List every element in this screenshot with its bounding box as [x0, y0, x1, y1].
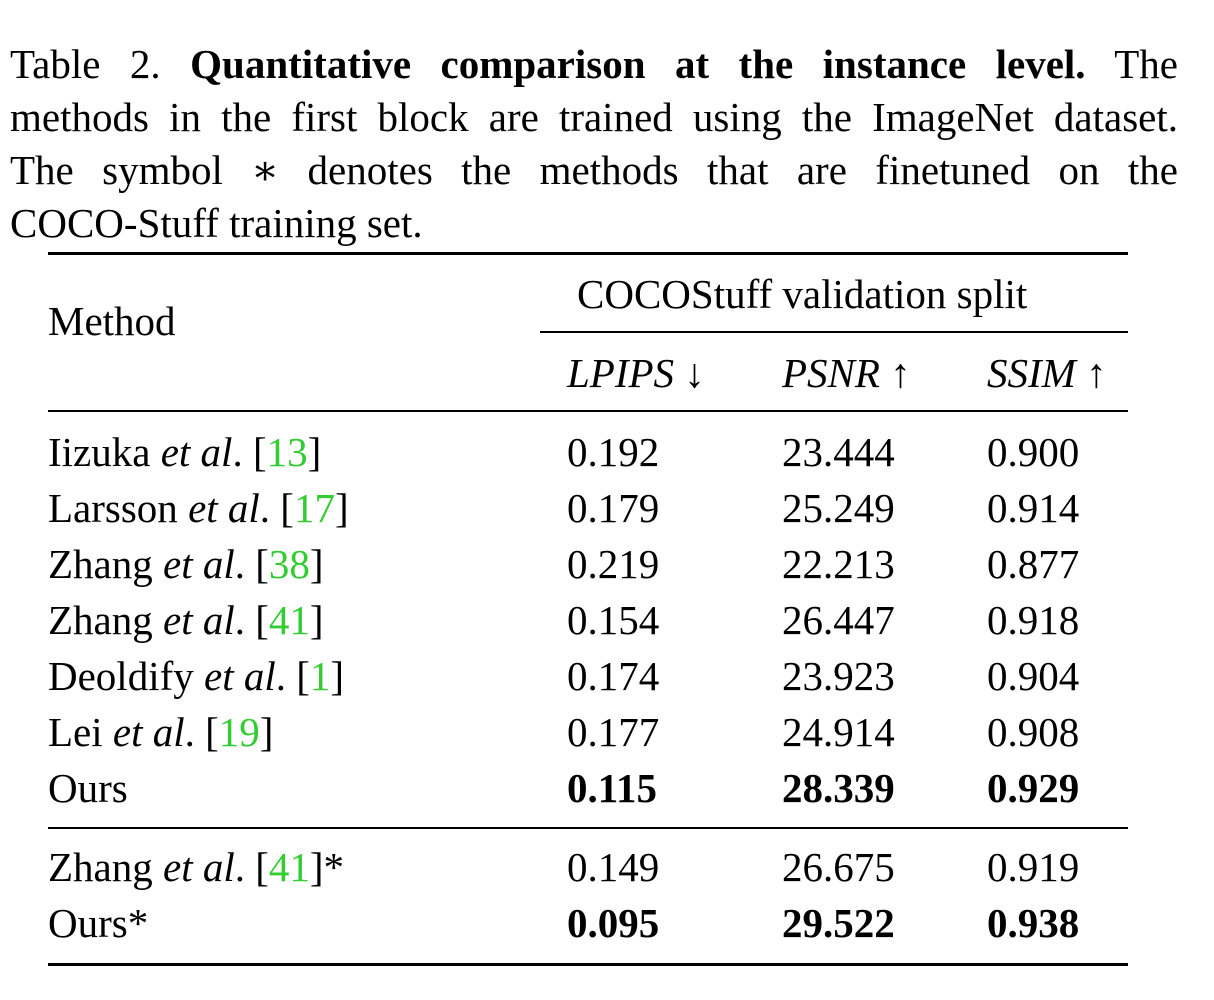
- ssim-value: 0.918: [987, 597, 1080, 643]
- cite-close: ]*: [309, 844, 345, 890]
- caption-line1-rest: The: [1114, 41, 1179, 87]
- psnr-value-best: 28.339: [782, 765, 895, 811]
- method-author: Zhang: [48, 597, 153, 643]
- method-name-ours-finetuned: Ours*: [48, 900, 149, 946]
- psnr-value: 25.249: [782, 485, 895, 531]
- method-author: Iizuka: [48, 429, 151, 475]
- psnr-value: 23.923: [782, 653, 895, 699]
- psnr-value: 22.213: [782, 541, 895, 587]
- up-arrow-icon: ↑: [890, 350, 911, 396]
- psnr-header-name: PSNR: [782, 350, 880, 396]
- table-caption: Table 2. Quantitative comparison at the …: [10, 38, 1178, 250]
- method-author: Larsson: [48, 485, 178, 531]
- et-al: et al: [160, 429, 233, 475]
- method-name: Lei et al. [19]: [48, 708, 273, 756]
- cite-open: . [: [234, 541, 269, 587]
- citation-link[interactable]: 38: [268, 541, 310, 587]
- lpips-value: 0.177: [567, 709, 660, 755]
- et-al: et al: [188, 485, 260, 531]
- psnr-value: 26.675: [782, 844, 895, 890]
- down-arrow-icon: ↓: [684, 350, 705, 396]
- ssim-value: 0.877: [987, 541, 1080, 587]
- cite-close: ]: [334, 485, 349, 531]
- group-header-rule: [540, 331, 1128, 333]
- citation-link[interactable]: 19: [218, 709, 260, 755]
- et-al: et al: [204, 653, 276, 699]
- ssim-value-best: 0.938: [987, 900, 1080, 946]
- lpips-value: 0.179: [567, 485, 660, 531]
- ssim-value: 0.919: [987, 844, 1080, 890]
- method-name: Larsson et al. [17]: [48, 484, 349, 532]
- caption-line-2: methods in the first block are trained u…: [10, 94, 1178, 140]
- psnr-value-best: 29.522: [782, 900, 895, 946]
- up-arrow-icon: ↑: [1086, 350, 1107, 396]
- cite-close: ]: [307, 429, 322, 475]
- method-author: Deoldify: [48, 653, 194, 699]
- cite-open: . [: [232, 429, 267, 475]
- ssim-value-best: 0.929: [987, 765, 1080, 811]
- method-name: Deoldify et al. [1]: [48, 652, 344, 700]
- ssim-header-name: SSIM: [987, 350, 1076, 396]
- lpips-value: 0.174: [567, 653, 660, 699]
- cite-open: . [: [275, 653, 310, 699]
- lpips-header-name: LPIPS: [567, 350, 675, 396]
- caption-bold-title: Quantitative comparison at the instance …: [190, 41, 1086, 87]
- cite-open: . [: [234, 597, 269, 643]
- cite-close: ]: [259, 709, 274, 755]
- lpips-value: 0.149: [567, 844, 660, 890]
- lpips-value: 0.192: [567, 429, 660, 475]
- citation-link[interactable]: 17: [293, 485, 335, 531]
- cite-open: . [: [184, 709, 219, 755]
- method-name-ours: Ours: [48, 765, 128, 811]
- caption-line-3: The symbol ∗ denotes the methods that ar…: [10, 147, 1178, 193]
- et-al: et al: [163, 541, 235, 587]
- lpips-header: LPIPS ↓: [567, 349, 705, 397]
- caption-line-1: Table 2. Quantitative comparison at the …: [10, 38, 1178, 91]
- cite-close: ]: [309, 597, 324, 643]
- ssim-value: 0.904: [987, 653, 1080, 699]
- method-name: Zhang et al. [41]: [48, 596, 324, 644]
- ssim-value: 0.908: [987, 709, 1080, 755]
- bottom-rule: [48, 963, 1128, 966]
- lpips-value-best: 0.095: [567, 900, 660, 946]
- method-name: Iizuka et al. [13]: [48, 428, 321, 476]
- et-al: et al: [112, 709, 185, 755]
- caption-line-4: COCO-Stuff training set.: [10, 200, 423, 246]
- citation-link[interactable]: 41: [268, 597, 310, 643]
- psnr-value: 23.444: [782, 429, 895, 475]
- psnr-value: 26.447: [782, 597, 895, 643]
- block-separator-rule: [48, 827, 1128, 829]
- psnr-header: PSNR ↑: [782, 349, 911, 397]
- ssim-header: SSIM ↑: [987, 349, 1107, 397]
- psnr-value: 24.914: [782, 709, 895, 755]
- method-author: Zhang: [48, 844, 153, 890]
- caption-label: Table 2.: [10, 41, 161, 87]
- method-author: Lei: [48, 709, 103, 755]
- lpips-value: 0.219: [567, 541, 660, 587]
- citation-link[interactable]: 41: [268, 844, 310, 890]
- citation-link[interactable]: 13: [266, 429, 308, 475]
- cite-close: ]: [309, 541, 324, 587]
- group-header: COCOStuff validation split: [577, 271, 1028, 317]
- header-bottom-rule: [48, 410, 1128, 412]
- cite-close: ]: [330, 653, 345, 699]
- cite-open: . [: [234, 844, 269, 890]
- method-name: Zhang et al. [38]: [48, 540, 324, 588]
- lpips-value: 0.154: [567, 597, 660, 643]
- citation-link[interactable]: 1: [309, 653, 331, 699]
- cite-open: . [: [259, 485, 294, 531]
- method-name: Zhang et al. [41]*: [48, 843, 344, 891]
- top-rule: [48, 252, 1128, 255]
- et-al: et al: [163, 597, 235, 643]
- method-author: Zhang: [48, 541, 153, 587]
- ssim-value: 0.914: [987, 485, 1080, 531]
- method-header: Method: [48, 298, 176, 344]
- ssim-value: 0.900: [987, 429, 1080, 475]
- lpips-value-best: 0.115: [567, 765, 657, 811]
- et-al: et al: [163, 844, 235, 890]
